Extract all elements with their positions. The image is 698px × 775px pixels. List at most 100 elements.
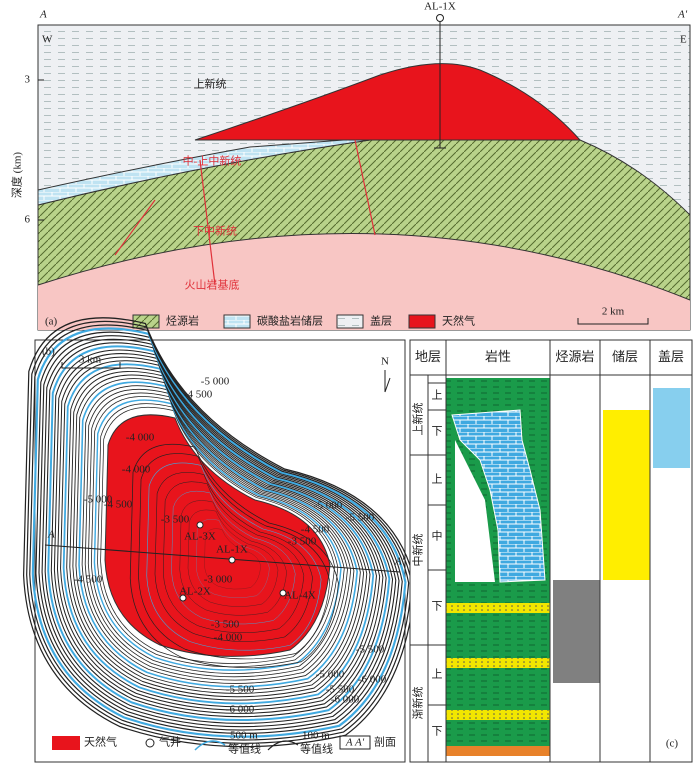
legend-label: 等值线 — [300, 742, 333, 756]
contour-label: -3 500 — [161, 514, 190, 526]
y-tick-label: 6 — [25, 214, 31, 226]
scale-bar — [61, 362, 121, 369]
contour-label: -4 000 — [214, 632, 243, 644]
well — [279, 589, 287, 597]
subdivision: 下 — [432, 726, 443, 738]
table-lines — [410, 340, 692, 762]
header: 盖层 — [658, 349, 684, 364]
sand — [446, 658, 550, 668]
contour-label: -3 000 — [204, 574, 233, 586]
contour-label: -4 000 — [122, 464, 151, 476]
panel-c: 地层 岩性 烃源岩 储层 盖层 上新统 中新统 渐新统 上 下 上 中 下 上 … — [409, 339, 693, 763]
legend-label: 天然气 — [84, 735, 117, 749]
contour-label: -5 500 — [326, 684, 355, 696]
legend-swatch — [194, 740, 226, 751]
contour-label: -5 500 — [356, 644, 385, 656]
cap-interval — [653, 388, 690, 468]
gap — [455, 440, 495, 582]
legend-label: 碳酸盐岩储层 — [257, 314, 323, 328]
legend-label: 盖层 — [370, 314, 392, 328]
legend-label: 剖面 — [374, 735, 396, 749]
series-name: 中新统 — [411, 534, 425, 567]
header: 烃源岩 — [555, 349, 594, 364]
contour-label: -6 000 — [226, 704, 255, 716]
contour-label: -3 500 — [288, 536, 317, 548]
subdivision: 上 — [432, 668, 443, 681]
contour-label: -4 000 — [126, 432, 155, 444]
basement — [38, 233, 690, 330]
well-name: AL-4X — [284, 590, 316, 602]
legend-swatch — [408, 314, 436, 329]
contour-label: -5 000 — [201, 376, 230, 388]
well — [196, 521, 204, 529]
sand — [446, 603, 550, 613]
panel-b: A A' AL-1X AL-3X AL-2X AL-4X -4 000 -5 00… — [22, 316, 416, 763]
well-name: AL-2X — [179, 586, 211, 598]
well — [228, 556, 236, 564]
contour-labels: -4 000-5 000-4 500-5 000-4 500-4 000-3 5… — [74, 376, 387, 716]
contour-label: -3 500 — [211, 619, 240, 631]
legend-swatch — [223, 314, 251, 329]
y-tick-label: 3 — [25, 74, 31, 86]
source-interval — [553, 580, 600, 683]
header: 储层 — [612, 349, 638, 364]
legend-label: 等值线 — [228, 742, 261, 756]
scale-bar — [577, 318, 649, 325]
legend-swatch — [267, 740, 299, 751]
header: 地层 — [415, 349, 441, 364]
section-line — [44, 544, 401, 573]
legend-label: 烃源岩 — [166, 314, 199, 328]
well-name: AL-1X — [216, 544, 248, 556]
contour-label: -4 500 — [74, 574, 103, 586]
legend-swatch — [52, 736, 80, 750]
carbonate — [37, 137, 371, 206]
legend-swatch — [336, 314, 364, 329]
panel-a: A A' W E AL-1X 3 6 深度 (km) 上新统 中-上中新统 下中… — [10, 1, 691, 331]
unit-label: 火山岩基底 — [185, 278, 240, 292]
subdivision: 上 — [432, 389, 443, 402]
contour-label: -5 000 — [316, 669, 345, 681]
basement — [446, 746, 550, 756]
contour-label: -4 500 — [301, 524, 330, 536]
subdivision: 下 — [432, 601, 443, 613]
sand — [446, 710, 550, 720]
fault — [114, 139, 376, 286]
legend-label: A A' — [345, 737, 365, 749]
unit-label: 上新统 — [194, 77, 227, 91]
section-label: A — [47, 529, 55, 541]
subdivision: 上 — [432, 473, 443, 486]
subdivision: 中 — [432, 530, 443, 543]
gas — [194, 63, 582, 141]
panel-label: (c) — [666, 738, 679, 750]
subdivision: 下 — [432, 426, 443, 438]
section-label: A' — [677, 9, 688, 21]
contour-label: -5 500 — [346, 512, 375, 524]
north-arrow — [384, 370, 391, 393]
well-symbol — [436, 14, 444, 22]
section-label: A — [39, 9, 47, 21]
well-name: AL-1X — [424, 1, 456, 13]
contour-label: -4 500 — [184, 389, 213, 401]
legend-swatch — [339, 735, 371, 750]
well — [179, 594, 187, 602]
contour-label: -5 500 — [226, 684, 255, 696]
well-name: AL-3X — [184, 531, 216, 543]
north: N — [381, 356, 389, 368]
series-name: 上新统 — [411, 403, 425, 436]
section-label: A' — [394, 556, 405, 568]
legend-label: 500 m — [230, 730, 258, 742]
legend-swatch — [145, 738, 155, 748]
direction: E — [680, 34, 687, 46]
contour-label: -6 000 — [358, 674, 387, 686]
contour-label: -6 000 — [331, 694, 360, 706]
unit-label: 中-上中新统 — [183, 154, 242, 168]
reservoir-interval — [603, 410, 650, 580]
panel-label: (b) — [42, 346, 55, 358]
contour-label: -5 000 — [84, 494, 113, 506]
axis-title: 深度 (km) — [10, 152, 24, 198]
legend-label: 气井 — [159, 735, 181, 749]
legend-label: 100 m — [302, 730, 330, 742]
contour-label: -5 000 — [314, 500, 343, 512]
